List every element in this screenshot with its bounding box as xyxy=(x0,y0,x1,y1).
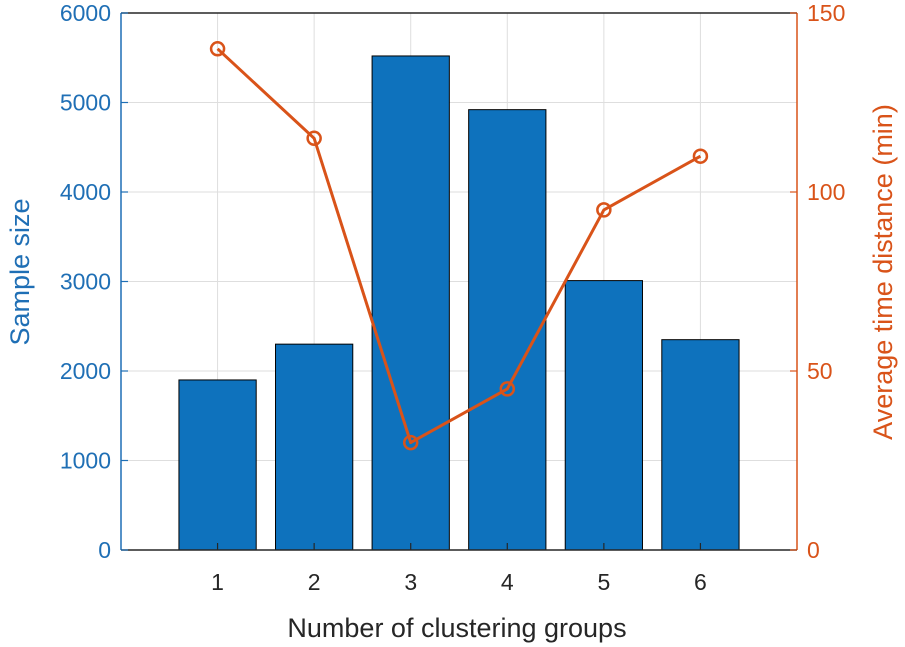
right-tick-label: 0 xyxy=(807,537,820,563)
bar-2 xyxy=(275,343,354,551)
time-distance-marker-6 xyxy=(692,148,709,164)
left-tick-label: 0 xyxy=(98,537,111,563)
x-tick-label: 5 xyxy=(597,569,610,595)
time-distance-marker-2 xyxy=(306,130,322,147)
time-distance-marker-1 xyxy=(209,41,226,57)
tick-labels: 0 1000 2000 3000 4000 5000 6000 0 50 100 150 1 2 3 4 5 6 xyxy=(60,0,846,595)
right-tick-label: 100 xyxy=(807,179,845,205)
left-tick-label: 2000 xyxy=(60,358,111,384)
x-tick-label: 6 xyxy=(694,569,707,595)
right-y-axis-label: Average time distance (min) xyxy=(868,104,898,440)
bar-6 xyxy=(661,339,740,551)
left-tick-label: 5000 xyxy=(60,90,111,116)
time-distance-marker-5 xyxy=(596,202,612,218)
x-axis-label: Number of clustering groups xyxy=(287,613,626,643)
time-distance-marker-3 xyxy=(402,434,419,451)
right-tick-label: 150 xyxy=(807,0,845,26)
x-tick-label: 4 xyxy=(501,569,514,595)
left-tick-label: 1000 xyxy=(60,448,111,474)
x-tick-label: 3 xyxy=(404,569,417,595)
x-tick-label: 1 xyxy=(211,569,224,595)
time-distance-marker-4 xyxy=(499,381,516,397)
bar-4 xyxy=(468,109,547,551)
time-distance-line xyxy=(216,47,702,445)
bar-series xyxy=(178,55,740,551)
left-y-axis-label: Sample size xyxy=(5,198,35,345)
bar-5 xyxy=(564,280,643,551)
axes xyxy=(120,12,798,551)
left-tick-label: 6000 xyxy=(60,0,111,26)
bar-3 xyxy=(371,55,450,551)
line-series xyxy=(209,41,709,451)
left-tick-label: 4000 xyxy=(60,179,111,205)
right-tick-label: 50 xyxy=(807,358,833,384)
bar-1 xyxy=(178,379,257,551)
x-tick-label: 2 xyxy=(308,569,321,595)
left-tick-label: 3000 xyxy=(60,269,111,295)
